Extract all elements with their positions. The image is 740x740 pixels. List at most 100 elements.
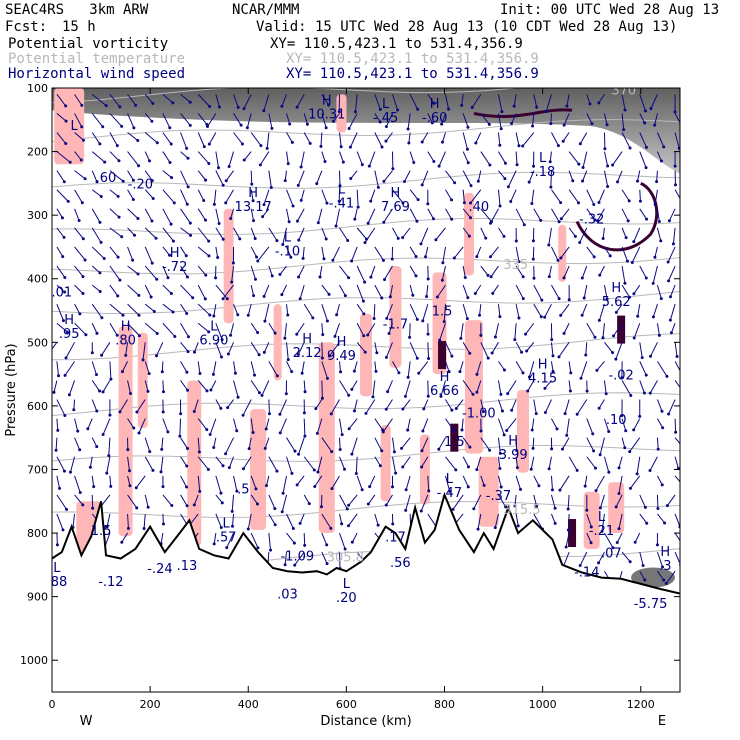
- wind-vector: [91, 189, 102, 197]
- wind-vector-head: [299, 165, 303, 169]
- wind-vector: [247, 513, 252, 530]
- wind-vector: [109, 94, 121, 108]
- theta-isentrope: [52, 257, 680, 275]
- wind-vector-head: [262, 203, 266, 207]
- wind-vector: [367, 208, 376, 224]
- wind-vector-head: [90, 351, 94, 355]
- wind-vector: [296, 94, 305, 108]
- wind-vector: [374, 132, 383, 148]
- wind-vector-head: [384, 407, 388, 411]
- wind-vector-head: [283, 336, 287, 340]
- forecast-hour: 15 h: [62, 19, 96, 35]
- wind-vector: [441, 132, 446, 143]
- wind-vector-head: [469, 201, 473, 205]
- wind-vector-head: [628, 450, 632, 454]
- wind-vector-head: [323, 159, 327, 163]
- wind-vector-head: [531, 257, 535, 261]
- wind-vector: [462, 304, 468, 319]
- wind-vector-head: [466, 485, 470, 489]
- wind-vector-head: [644, 166, 648, 170]
- wind-vector-head: [555, 427, 559, 431]
- wind-vector: [356, 303, 365, 315]
- extremum-marker: L: [598, 510, 606, 525]
- wind-vector: [162, 513, 164, 525]
- wind-vector: [144, 94, 154, 104]
- wind-vector-head: [120, 540, 124, 544]
- wind-vector: [263, 94, 270, 111]
- wind-vector: [461, 94, 464, 106]
- theta-contour-label: 305.8: [327, 551, 364, 566]
- wind-vector-head: [681, 201, 684, 204]
- wind-vector: [639, 494, 646, 508]
- extremum-value: -.21: [589, 524, 614, 539]
- wind-vector-head: [82, 138, 86, 142]
- wind-vector-head: [624, 429, 628, 433]
- wind-vector-head: [135, 506, 139, 510]
- wind-vector-head: [656, 507, 660, 511]
- extremum-value: -.02: [608, 368, 633, 383]
- wind-vector-head: [644, 373, 648, 377]
- wind-vector-head: [465, 147, 469, 151]
- wind-vector-head: [339, 370, 343, 374]
- wind-vector: [480, 399, 484, 412]
- wind-vector-head: [104, 104, 108, 108]
- wind-vector: [316, 170, 323, 184]
- wind-vector-head: [185, 311, 189, 315]
- wind-vector-head: [452, 429, 456, 433]
- wind-vector: [127, 151, 139, 167]
- wind-vector-head: [67, 393, 71, 397]
- wind-vector-head: [150, 179, 154, 183]
- extremum-value: 5.62: [602, 295, 631, 310]
- wind-vector: [586, 208, 596, 221]
- wind-vector-head: [360, 163, 364, 167]
- extremum-marker: H: [248, 186, 258, 201]
- wind-vector-head: [499, 127, 503, 131]
- wind-vector-head: [347, 524, 351, 528]
- wind-vector: [476, 380, 482, 393]
- wind-vector: [533, 513, 543, 530]
- x-tick-label: 400: [238, 698, 259, 711]
- wind-vector-head: [392, 450, 396, 454]
- wind-vector: [480, 227, 487, 239]
- wind-vector: [279, 418, 287, 434]
- wind-vector-head: [62, 469, 66, 473]
- wind-vector-head: [655, 180, 659, 184]
- wind-vector-head: [512, 104, 516, 108]
- wind-vector-head: [643, 109, 647, 113]
- wind-vector: [615, 342, 623, 360]
- wind-vector-head: [91, 506, 95, 510]
- wind-vector: [551, 246, 559, 261]
- wind-vector-head: [426, 277, 430, 281]
- wind-vector: [197, 189, 205, 201]
- wind-vector: [180, 284, 194, 299]
- extremum-marker: L: [382, 97, 390, 112]
- wind-vector-head: [337, 199, 341, 203]
- wind-vector-head: [543, 315, 547, 319]
- wind-vector: [567, 513, 570, 531]
- wind-vector-head: [420, 140, 424, 144]
- wind-vector-head: [597, 201, 601, 205]
- wind-vector-head: [450, 217, 454, 221]
- wind-vector: [243, 151, 252, 161]
- wind-vector: [144, 284, 152, 298]
- wind-vector-head: [131, 197, 135, 201]
- wind-vector: [422, 304, 429, 321]
- wind-vector: [162, 418, 169, 433]
- wind-vector: [439, 323, 446, 341]
- wind-vector: [321, 342, 323, 359]
- wind-vector: [383, 208, 393, 223]
- wind-vector-head: [352, 409, 356, 413]
- wind-vector-head: [499, 392, 503, 396]
- wind-vector: [56, 246, 64, 257]
- wind-vector: [510, 189, 517, 202]
- wind-vector: [667, 246, 676, 263]
- wind-vector-head: [582, 296, 586, 300]
- theta-isentrope: [52, 501, 680, 518]
- wind-vector-head: [421, 429, 425, 433]
- wind-vector-head: [325, 201, 329, 205]
- wind-vector-head: [311, 316, 315, 320]
- wind-vector-head: [489, 255, 493, 259]
- wind-vector-head: [454, 406, 458, 410]
- wind-vector-head: [662, 145, 666, 149]
- wind-vector: [193, 399, 199, 412]
